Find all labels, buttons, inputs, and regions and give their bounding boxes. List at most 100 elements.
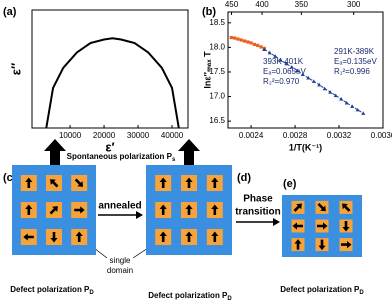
defect-arrow xyxy=(74,178,84,187)
defect-arrow xyxy=(317,222,328,230)
x-axis-label: ε′ xyxy=(105,139,114,154)
defect-arrow xyxy=(25,177,33,188)
defect-arrow xyxy=(342,203,351,212)
defect-arrow xyxy=(50,179,59,188)
single-domain-label: single xyxy=(110,256,131,265)
defect-arrow xyxy=(211,231,219,242)
plot-frame xyxy=(31,9,189,129)
y-tick-label: 17.0 xyxy=(209,92,225,101)
annotation: 291K-389K xyxy=(334,47,375,56)
defect-arrow xyxy=(318,239,326,251)
diagram: (c) (d) (e) Spontaneous polarization Ps … xyxy=(3,139,364,302)
data-point xyxy=(361,111,366,115)
defect-label: Defect polarization PD xyxy=(148,291,232,301)
defect-arrow xyxy=(292,222,303,230)
phase-label: Phase xyxy=(243,194,273,205)
x2-tick-label: 450 xyxy=(225,0,239,9)
defect-arrow xyxy=(294,239,302,250)
defect-label: Defect polarization PD xyxy=(10,285,94,295)
panel-label: (e) xyxy=(283,178,297,190)
x-tick-label: 0.0024 xyxy=(239,131,264,140)
x-tick-label: 10000 xyxy=(59,131,82,140)
charts: (a) ε′ ε″ 10000 20000 30000 40000 (b) 1/T(K⁻¹) ln… xyxy=(3,0,392,154)
y-axis-label: ε″ xyxy=(8,63,23,75)
y-axis-label: lnε″ₘₐₓ T xyxy=(202,51,212,89)
annealed-label: annealed xyxy=(98,201,141,212)
defect-arrow xyxy=(74,206,85,214)
defect-arrow xyxy=(211,177,219,188)
data-point xyxy=(355,107,360,112)
data-point xyxy=(239,38,243,42)
data-point xyxy=(311,79,316,83)
x-tick-label: 20000 xyxy=(93,131,116,140)
data-point xyxy=(333,93,338,98)
annotation: R₂²=0.970 xyxy=(263,77,300,86)
x2-tick-label: 350 xyxy=(295,0,309,9)
data-point xyxy=(236,37,240,41)
defect-arrow xyxy=(75,231,83,242)
x-tick-label: 30000 xyxy=(127,131,150,140)
defect-arrow xyxy=(185,231,193,242)
arrow-head xyxy=(136,211,143,219)
data-point xyxy=(242,39,247,43)
x-tick-label: 0.0028 xyxy=(283,131,308,140)
data-point xyxy=(252,42,256,47)
defect-label: Defect polarization PD xyxy=(280,285,364,295)
annotation: Eₐ=0.135eV xyxy=(334,57,377,66)
defect-arrow xyxy=(159,204,167,215)
pointer-line xyxy=(132,247,149,259)
defect-arrow xyxy=(317,202,326,212)
polarization-arrow xyxy=(44,139,66,166)
defect-arrow xyxy=(23,233,34,241)
panel-label: (a) xyxy=(3,6,17,18)
defect-arrow xyxy=(185,204,193,215)
defect-arrow xyxy=(185,177,193,188)
data-point xyxy=(229,35,233,40)
panel-label: (d) xyxy=(237,172,251,184)
y-tick-label: 18.0 xyxy=(209,42,225,51)
defect-arrow xyxy=(49,206,58,215)
polarization-arrow xyxy=(178,139,200,166)
data-point xyxy=(284,61,289,66)
annotation: R₁²=0.996 xyxy=(334,67,370,76)
data-point xyxy=(339,97,344,101)
defect-arrow xyxy=(211,204,219,215)
defect-arrow xyxy=(342,221,350,232)
defect-arrow xyxy=(293,203,302,212)
defect-arrow xyxy=(159,231,167,242)
data-point xyxy=(350,104,355,108)
data-point xyxy=(232,36,237,40)
data-point xyxy=(328,90,333,94)
y-tick-label: 17.5 xyxy=(209,67,225,76)
defect-arrow xyxy=(25,204,33,215)
x-axis-label: 1/T(K⁻¹) xyxy=(289,142,322,152)
data-point xyxy=(300,72,305,77)
defect-arrow xyxy=(50,232,58,243)
data-point xyxy=(246,40,250,44)
data-point xyxy=(322,86,327,91)
data-point xyxy=(317,82,322,87)
x-tick-label: 40000 xyxy=(161,131,184,140)
data-point xyxy=(256,43,260,48)
data-point xyxy=(249,41,253,45)
pointer-line xyxy=(93,247,108,259)
arrow-head xyxy=(273,218,280,226)
data-point xyxy=(289,65,294,69)
data-point xyxy=(273,54,278,58)
data-line xyxy=(45,37,180,128)
plot-frame xyxy=(227,11,384,129)
defect-arrow xyxy=(341,241,352,249)
x-tick-label: 0.0036 xyxy=(371,131,392,140)
phase-label: transition xyxy=(235,207,281,218)
x-tick-label: 0.0032 xyxy=(327,131,352,140)
x2-tick-label: 400 xyxy=(255,0,269,9)
y-tick-label: 16.5 xyxy=(209,116,225,125)
data-point xyxy=(295,68,300,73)
data-point xyxy=(344,100,349,105)
defect-arrow xyxy=(159,177,167,188)
annotation: Eₐ=0.065eV xyxy=(263,67,306,76)
data-point xyxy=(262,47,267,51)
data-point xyxy=(267,50,272,55)
data-point xyxy=(306,75,311,80)
